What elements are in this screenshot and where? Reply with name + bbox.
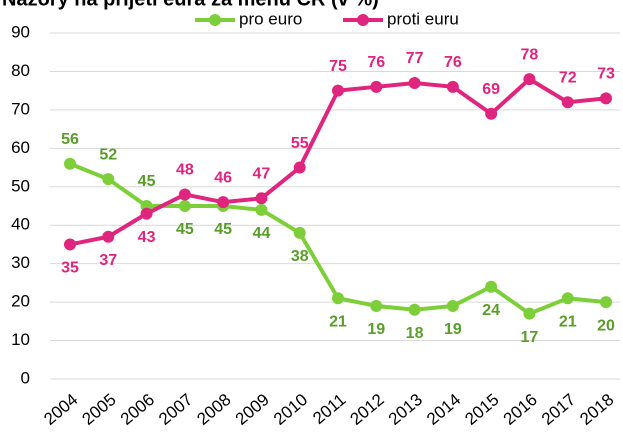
value-label: 45 xyxy=(138,173,156,190)
x-tick-label: 2010 xyxy=(270,390,311,429)
legend-label: proti euru xyxy=(387,9,459,28)
x-tick-label: 2012 xyxy=(347,390,388,429)
x-tick-label: 2007 xyxy=(155,390,196,429)
x-tick-label: 2016 xyxy=(500,390,541,429)
point xyxy=(293,161,306,174)
x-tick-label: 2009 xyxy=(232,390,273,429)
point xyxy=(370,80,383,93)
point xyxy=(293,226,306,239)
x-tick-label: 2013 xyxy=(385,390,426,429)
value-label: 69 xyxy=(482,81,500,98)
point xyxy=(523,73,536,86)
value-label: 35 xyxy=(61,260,79,277)
y-tick-label: 10 xyxy=(11,330,30,349)
legend-marker xyxy=(209,14,221,26)
point xyxy=(178,200,191,212)
point xyxy=(408,303,421,316)
point xyxy=(332,292,344,305)
value-label: 38 xyxy=(291,248,309,265)
x-tick-label: 2017 xyxy=(538,390,579,429)
point xyxy=(446,80,459,93)
point xyxy=(64,238,76,251)
legend-marker xyxy=(357,14,369,26)
value-label: 19 xyxy=(444,321,462,338)
value-label: 56 xyxy=(61,131,79,148)
value-label: 75 xyxy=(329,58,347,75)
value-label: 73 xyxy=(597,66,615,83)
point xyxy=(255,192,268,205)
value-label: 46 xyxy=(214,169,232,186)
point xyxy=(140,207,153,220)
point xyxy=(408,76,421,89)
point xyxy=(332,84,344,97)
value-label: 45 xyxy=(176,221,194,238)
legend-label: pro euro xyxy=(239,9,302,28)
value-label: 76 xyxy=(444,54,462,71)
y-tick-label: 70 xyxy=(11,99,30,118)
point xyxy=(370,299,383,312)
y-tick-label: 0 xyxy=(21,368,30,387)
value-label: 19 xyxy=(367,321,385,338)
x-tick-label: 2011 xyxy=(309,390,349,428)
chart-title: Názory na přijetí eura za měnu ČR (v %) xyxy=(2,0,379,10)
y-tick-label: 20 xyxy=(11,292,30,311)
value-label: 17 xyxy=(521,329,539,346)
point xyxy=(446,299,459,312)
y-tick-label: 40 xyxy=(11,215,30,234)
point xyxy=(64,157,76,170)
point xyxy=(102,173,115,186)
value-label: 21 xyxy=(329,313,347,330)
value-label: 78 xyxy=(521,46,539,63)
point xyxy=(561,96,574,109)
x-tick-label: 2018 xyxy=(576,390,617,429)
point xyxy=(523,307,536,320)
x-tick-label: 2005 xyxy=(79,390,120,429)
point xyxy=(217,196,230,209)
point xyxy=(485,280,498,293)
value-label: 52 xyxy=(99,146,117,163)
x-tick-label: 2006 xyxy=(117,390,158,429)
y-tick-label: 60 xyxy=(11,138,30,157)
y-tick-label: 50 xyxy=(11,176,30,195)
x-tick-label: 2014 xyxy=(423,390,464,429)
series-line xyxy=(69,76,607,247)
y-tick-label: 80 xyxy=(11,61,30,80)
value-label: 55 xyxy=(291,135,309,152)
point xyxy=(600,296,612,309)
value-label: 20 xyxy=(597,317,615,334)
x-tick-label: 2008 xyxy=(193,390,234,429)
x-tick-label: 2015 xyxy=(461,390,502,429)
value-label: 37 xyxy=(99,252,117,269)
value-label: 24 xyxy=(482,302,500,319)
point xyxy=(102,230,115,243)
value-label: 48 xyxy=(176,162,194,179)
point xyxy=(561,292,574,305)
value-label: 76 xyxy=(367,54,385,71)
point xyxy=(178,188,191,201)
y-tick-label: 90 xyxy=(11,22,30,41)
x-tick-label: 2004 xyxy=(40,390,81,429)
point xyxy=(255,203,268,216)
point xyxy=(600,92,612,105)
y-tick-label: 30 xyxy=(11,253,30,272)
value-label: 43 xyxy=(138,229,156,246)
value-label: 44 xyxy=(253,225,271,242)
value-label: 47 xyxy=(253,166,271,183)
value-label: 72 xyxy=(559,69,577,86)
value-label: 45 xyxy=(214,221,232,238)
value-label: 77 xyxy=(406,50,424,67)
value-label: 18 xyxy=(406,325,424,342)
point xyxy=(485,107,498,120)
value-label: 21 xyxy=(559,313,577,330)
